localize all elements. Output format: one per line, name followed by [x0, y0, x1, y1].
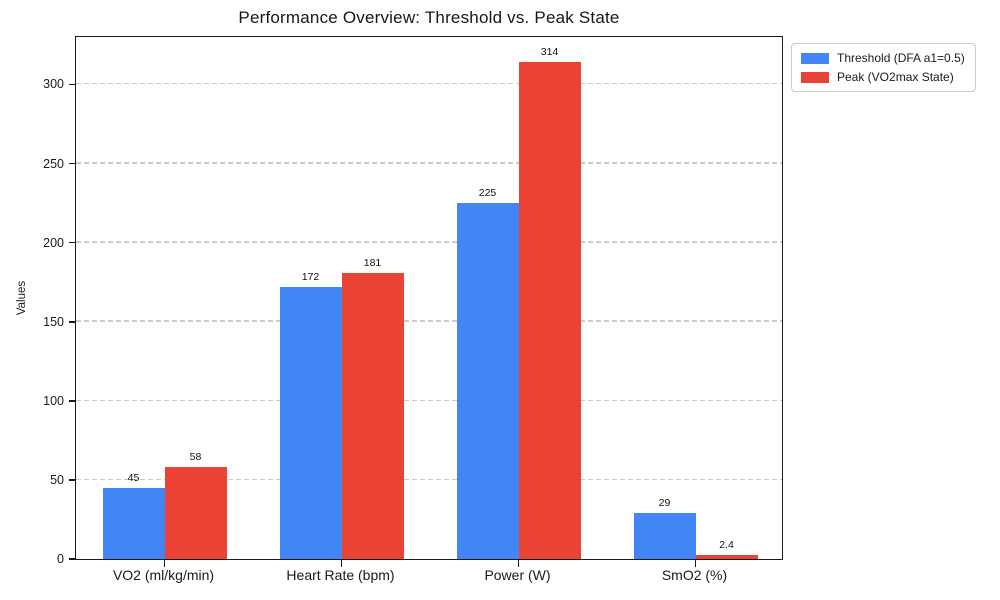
bar-group: 45 58 — [76, 37, 253, 559]
y-tick-label: 150 — [43, 314, 64, 329]
legend: Threshold (DFA a1=0.5) Peak (VO2max State… — [791, 43, 976, 92]
bar-value-label: 58 — [189, 451, 202, 464]
legend-swatch — [801, 71, 829, 83]
bar-value-label: 45 — [127, 471, 140, 484]
y-tick-mark — [69, 241, 76, 244]
legend-label: Threshold (DFA a1=0.5) — [837, 51, 965, 65]
y-tick-mark — [69, 320, 76, 323]
bar-value-label: 181 — [363, 256, 382, 269]
bar-group: 172 181 — [253, 37, 430, 559]
bar-peak: 314 — [518, 46, 581, 559]
x-tick-label: Power (W) — [484, 567, 551, 583]
y-tick-mark — [69, 479, 76, 481]
y-tick-label: 0 — [57, 552, 64, 566]
x-tick-mark — [517, 559, 520, 567]
y-tick-label: 100 — [43, 393, 64, 408]
gridline — [76, 241, 782, 243]
x-tick-label: Heart Rate (bpm) — [286, 567, 395, 583]
bar-peak: 181 — [341, 257, 404, 559]
bar-value-label: 225 — [478, 187, 497, 200]
y-tick-label: 200 — [43, 235, 64, 250]
y-tick-mark — [69, 162, 76, 165]
y-tick-mark — [69, 83, 76, 86]
y-axis-title: Values — [16, 280, 28, 316]
y-tick-mark — [69, 400, 76, 402]
y-tick-mark — [69, 558, 76, 560]
x-axis-tick-labels: VO2 (ml/kg/min) Heart Rate (bpm) Power (W)… — [75, 567, 783, 583]
y-tick-label: 300 — [43, 77, 64, 92]
plot-area: 0 50 100 150 200 250 300 45 58 172 181 225 314 29 2.4 — [43, 36, 784, 567]
bar-value-label: 172 — [301, 270, 320, 283]
bar-value-label: 29 — [658, 497, 671, 510]
legend-swatch — [801, 52, 829, 64]
gridline — [76, 162, 782, 164]
x-tick-mark — [163, 559, 166, 567]
chart-title: Performance Overview: Threshold vs. Peak… — [238, 8, 620, 27]
x-tick-mark — [340, 559, 343, 567]
legend-label: Peak (VO2max State) — [837, 70, 954, 84]
bar-threshold: 29 — [633, 497, 696, 559]
bar-group: 29 2.4 — [607, 37, 784, 559]
bar-group: 225 314 — [430, 37, 607, 559]
bar-threshold: 172 — [279, 271, 342, 559]
bar-threshold: 45 — [102, 472, 165, 559]
x-tick-label: VO2 (ml/kg/min) — [112, 567, 215, 583]
bar-peak: 58 — [164, 451, 227, 559]
y-tick-label: 50 — [50, 472, 64, 487]
gridline — [76, 83, 782, 85]
bar-peak: 2.4 — [695, 539, 758, 559]
gridline — [76, 320, 782, 322]
bar-value-label: 2.4 — [719, 539, 734, 552]
y-tick-label: 250 — [43, 156, 64, 171]
legend-item: Threshold (DFA a1=0.5) — [801, 51, 965, 65]
gridline — [76, 399, 782, 401]
bar-value-label: 314 — [540, 46, 559, 59]
bar-threshold: 225 — [456, 187, 519, 559]
x-tick-mark — [694, 559, 697, 567]
gridline — [76, 478, 782, 480]
legend-item: Peak (VO2max State) — [801, 70, 965, 84]
x-tick-label: SmO2 (%) — [661, 567, 728, 583]
